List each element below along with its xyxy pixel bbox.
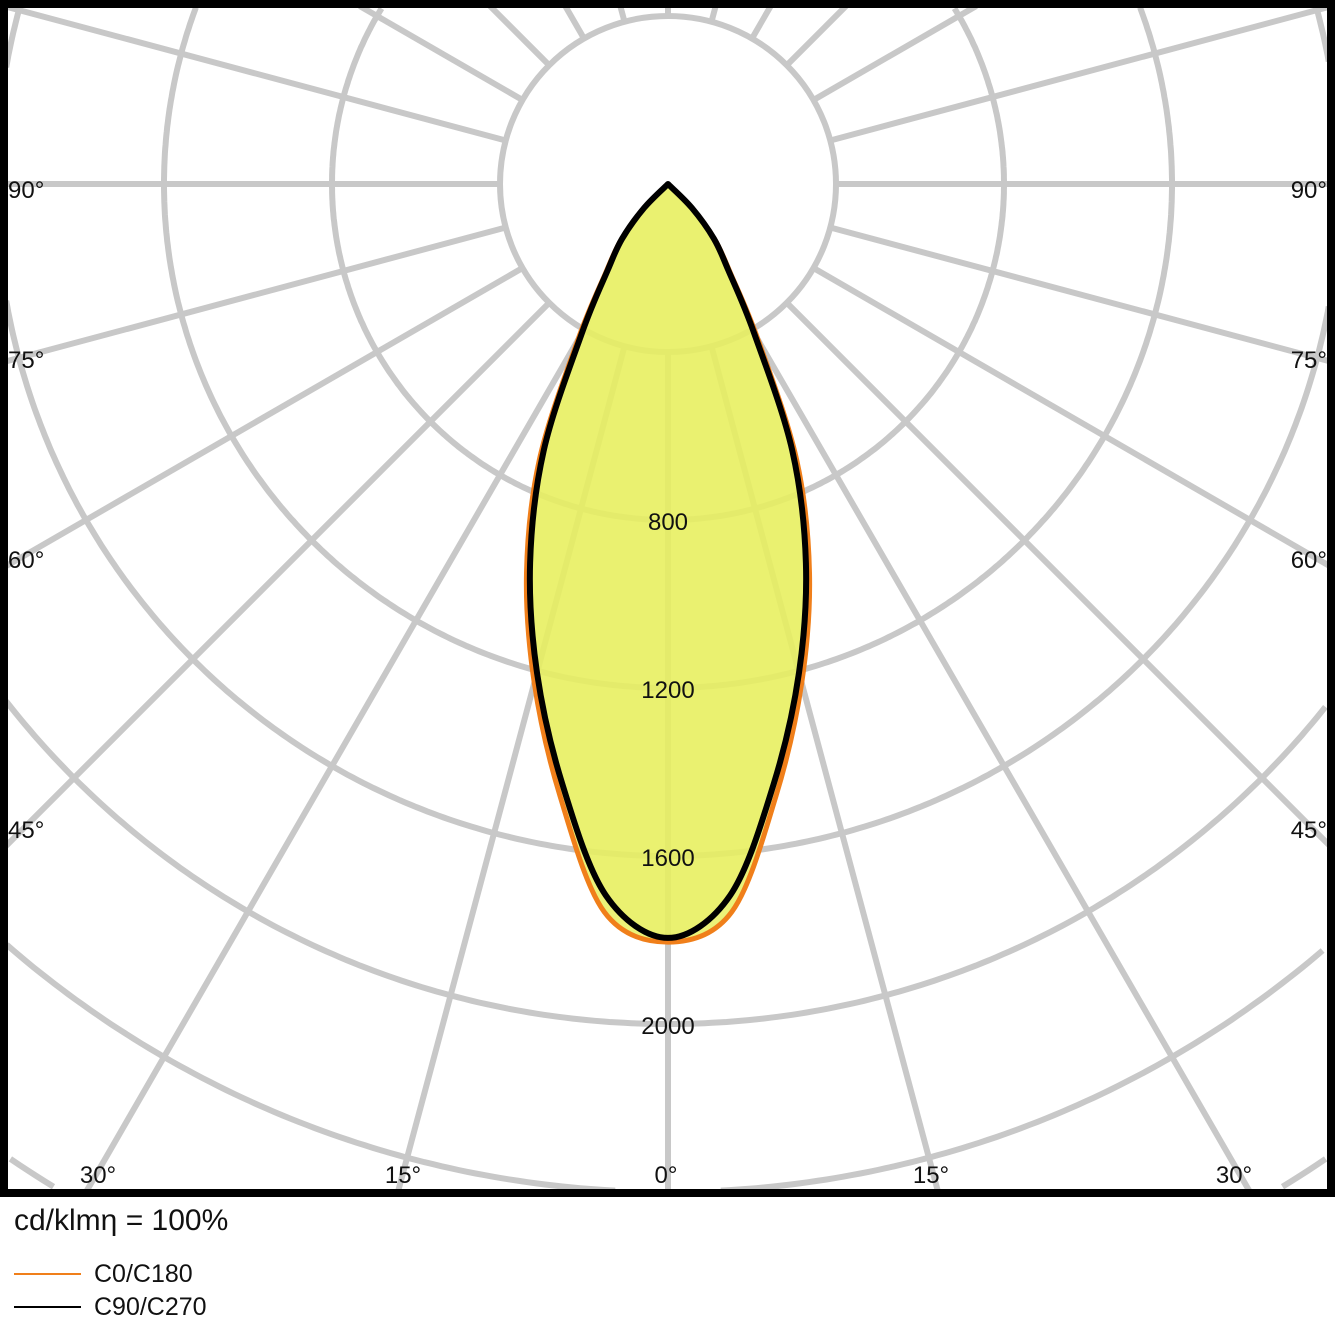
angle-label-bottom: 30° — [80, 1162, 116, 1189]
radial-gridline — [829, 3, 1330, 144]
legend-label: C0/C180 — [94, 1260, 193, 1288]
legend-swatch-orange — [14, 1273, 81, 1275]
radial-gridline — [811, 3, 978, 103]
radial-gridline — [487, 3, 552, 68]
radial-gridline — [358, 3, 525, 103]
legend-label: C90/C270 — [94, 1293, 207, 1321]
radial-gridline — [784, 3, 849, 68]
radial-tick-label: 800 — [648, 509, 688, 536]
angle-label-bottom: 15° — [913, 1162, 949, 1189]
radial-gridline — [749, 4, 774, 41]
chart-frame — [0, 0, 1335, 1197]
radial-gridline — [4, 265, 525, 569]
radial-gridline — [829, 224, 1330, 365]
angle-label-left: 60° — [8, 547, 44, 574]
radial-gridline — [84, 327, 587, 1193]
curves — [523, 181, 813, 945]
radial-gridline — [3, 300, 552, 849]
legend-item-c90: C90/C270 — [14, 1292, 207, 1322]
angle-label-right: 90° — [1291, 177, 1327, 204]
radial-gridline — [5, 224, 507, 365]
angle-label-right: 75° — [1291, 347, 1327, 374]
angle-label-right: 60° — [1291, 547, 1327, 574]
radial-gridline — [784, 300, 1332, 848]
angle-label-bottom: 30° — [1216, 1162, 1252, 1189]
series-c90-c270 — [526, 181, 810, 941]
labels: 800 1200 1600 2000 30° 15° 0° 15° 30° 90° 75° 60° 45… — [8, 177, 1327, 1189]
radial-gridline — [749, 327, 1252, 1193]
polar-grid — [3, 3, 1332, 1194]
angle-label-left: 45° — [8, 817, 44, 844]
angle-label-right: 45° — [1291, 817, 1327, 844]
legend-item-c0: C0/C180 — [14, 1259, 193, 1289]
radial-tick-label: 2000 — [641, 1013, 694, 1040]
angle-label-bottom: 15° — [385, 1162, 421, 1189]
ring-gridline — [3, 699, 1328, 1027]
ring-gridline — [4, 942, 1325, 1194]
unit-label: cd/klmη = 100% — [14, 1204, 229, 1237]
radial-gridline — [562, 4, 587, 41]
polar-intensity-chart: 800 1200 1600 2000 30° 15° 0° 15° 30° 90° 75° 60° 45… — [0, 0, 1335, 1197]
ring-gridline — [3, 9, 1332, 859]
ring-gridline — [161, 6, 1175, 691]
radial-gridline — [5, 3, 507, 144]
ring-gridline — [8, 1156, 1328, 1190]
radial-tick-label: 1600 — [641, 845, 694, 872]
angle-label-left: 90° — [8, 177, 44, 204]
angle-label-left: 75° — [8, 347, 44, 374]
angle-label-bottom: 0° — [655, 1162, 678, 1189]
radial-tick-label: 1200 — [641, 677, 694, 704]
radial-gridline — [811, 265, 1331, 569]
legend-swatch-black — [14, 1306, 81, 1308]
